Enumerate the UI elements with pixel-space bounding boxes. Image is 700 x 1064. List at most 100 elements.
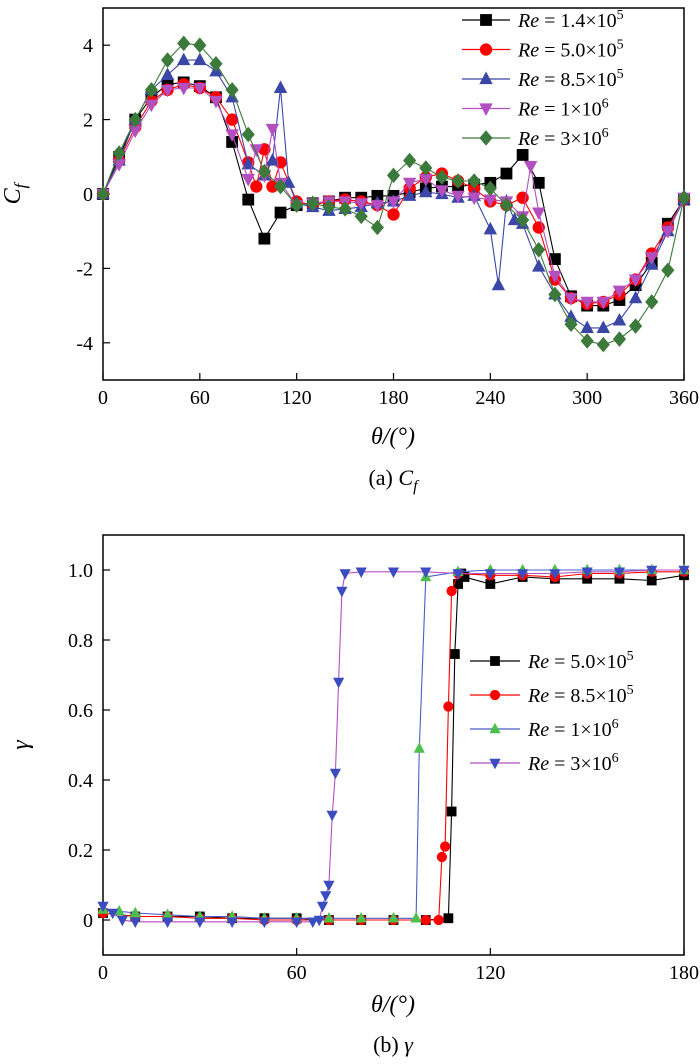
- data-point: [176, 82, 191, 96]
- axes: 0 60 120 180 240 300 360 -4 -2 0 2 4: [76, 35, 699, 409]
- data-point: [596, 296, 611, 310]
- data-point: [306, 195, 320, 212]
- legend-marker: [479, 103, 493, 116]
- y-tick-label: 0.6: [68, 700, 93, 722]
- data-point: [241, 126, 255, 143]
- data-point: [500, 167, 513, 180]
- caption-b: (b) γ: [373, 1032, 414, 1057]
- data-point: [274, 206, 287, 219]
- data-point: [549, 569, 561, 580]
- data-point: [661, 262, 675, 279]
- legend-marker: [479, 71, 493, 85]
- legend-value: = 3×10: [549, 753, 612, 775]
- legend-item-0: Re = 1.4×105: [462, 8, 624, 32]
- data-point: [452, 569, 464, 580]
- y-tick-label: 4: [83, 35, 93, 57]
- data-point: [307, 917, 319, 928]
- data-point: [410, 912, 422, 923]
- legend-exponent: 5: [627, 649, 634, 664]
- data-point: [322, 199, 336, 215]
- data-point: [484, 569, 496, 580]
- data-point: [209, 56, 223, 72]
- data-point: [176, 52, 191, 66]
- legend-marker: [489, 689, 501, 701]
- data-point: [646, 565, 658, 577]
- data-point: [629, 318, 643, 334]
- x-tick-label: 360: [669, 387, 699, 409]
- data-point: [580, 296, 594, 310]
- data-point: [645, 252, 659, 265]
- legend-symbol: Re: [527, 719, 549, 741]
- y-tick-label: -2: [76, 258, 93, 280]
- data-point: [265, 153, 280, 166]
- x-tick-label: 180: [669, 962, 699, 984]
- data-point: [354, 208, 368, 225]
- data-point: [499, 197, 514, 213]
- series-2: [97, 563, 690, 923]
- data-point: [516, 212, 530, 228]
- data-point: [249, 144, 264, 157]
- series-4: [96, 35, 691, 353]
- data-point: [386, 196, 401, 209]
- x-tick-label: 0: [98, 962, 108, 984]
- data-point: [564, 293, 578, 306]
- data-point: [387, 912, 400, 923]
- series-line: [102, 569, 684, 919]
- legend-exponent: 5: [627, 683, 634, 698]
- legend-label: Re = 1×106: [527, 717, 619, 741]
- data-point: [273, 178, 288, 195]
- y-tick-label: 0: [83, 910, 93, 932]
- data-point: [523, 161, 538, 174]
- y-tick-label: 0.8: [68, 630, 93, 652]
- data-point: [678, 565, 690, 577]
- data-point: [433, 914, 444, 926]
- data-point: [336, 586, 348, 598]
- series-1: [97, 566, 690, 926]
- legend-marker: [490, 656, 500, 666]
- legend-symbol: Re: [517, 40, 539, 62]
- data-point: [451, 190, 465, 204]
- series-3: [97, 565, 690, 928]
- data-point: [250, 180, 263, 193]
- data-point: [446, 585, 457, 597]
- data-point: [370, 219, 384, 236]
- y-axis-label: Cf: [0, 181, 30, 204]
- x-tick-label: 120: [282, 387, 312, 409]
- legend-item-3: Re = 1×106: [462, 97, 609, 121]
- data-point: [320, 891, 332, 902]
- data-point: [532, 207, 546, 221]
- series-layer: [96, 35, 691, 353]
- data-point: [435, 169, 449, 186]
- legend-value: = 1×10: [549, 719, 612, 741]
- legend-item-1: Re = 5.0×105: [462, 38, 624, 62]
- data-point: [323, 912, 335, 923]
- legend-marker: [489, 722, 501, 734]
- data-point: [646, 575, 657, 586]
- data-point: [273, 80, 288, 94]
- data-point: [467, 173, 481, 189]
- x-tick-label: 300: [572, 387, 602, 409]
- data-point: [338, 201, 352, 217]
- y-tick-label: 0: [83, 184, 93, 206]
- legend-label: Re = 3×106: [527, 751, 619, 775]
- data-point: [532, 242, 546, 258]
- x-tick-label: 0: [98, 387, 108, 409]
- legend-value: = 5.0×10: [539, 40, 617, 62]
- data-point: [467, 192, 481, 206]
- data-point: [129, 917, 141, 928]
- legend-item-1: Re = 8.5×105: [470, 683, 634, 707]
- legend-exponent: 5: [617, 67, 624, 82]
- legend-label: Re = 8.5×105: [517, 67, 624, 91]
- series-line: [102, 572, 685, 921]
- data-point: [316, 901, 329, 913]
- data-point: [129, 906, 141, 918]
- data-point: [661, 226, 675, 239]
- data-point: [564, 316, 578, 332]
- data-point: [440, 841, 451, 852]
- legend-value: = 5.0×10: [549, 651, 627, 673]
- data-point: [116, 915, 128, 927]
- legend-item-3: Re = 3×106: [470, 751, 619, 775]
- data-point: [446, 806, 457, 817]
